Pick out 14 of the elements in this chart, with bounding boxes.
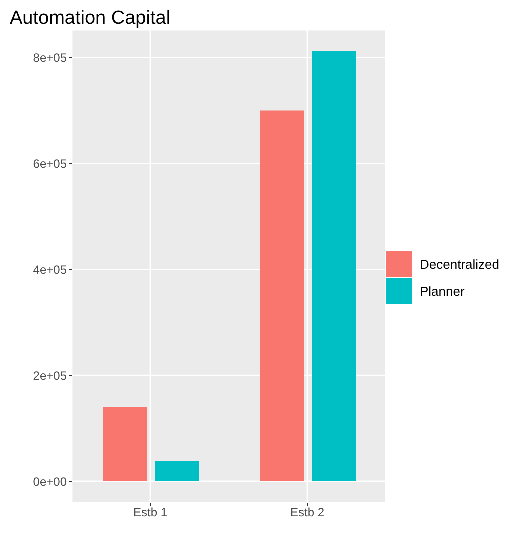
bar — [103, 407, 147, 482]
legend-label: Planner — [420, 284, 465, 298]
x-tick-label: Estb 1 — [133, 506, 168, 520]
bar — [312, 52, 356, 482]
x-tick-label: Estb 2 — [290, 506, 325, 520]
legend-label: Decentralized — [420, 256, 500, 272]
bar — [155, 461, 199, 482]
bar — [260, 110, 304, 482]
y-tick-label: 8e+05 — [33, 51, 68, 66]
y-tick-label: 0e+00 — [33, 474, 68, 489]
y-tick-label: 2e+05 — [33, 368, 68, 383]
y-tick-label: 4e+05 — [33, 262, 68, 277]
chart-title: Automation Capital — [9, 8, 172, 30]
y-tick-label: 6e+05 — [33, 157, 68, 172]
